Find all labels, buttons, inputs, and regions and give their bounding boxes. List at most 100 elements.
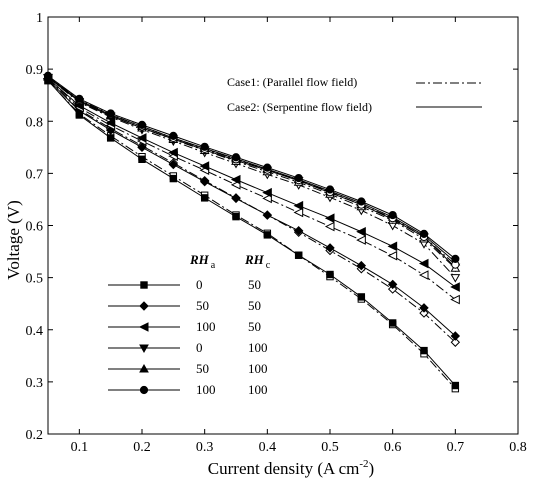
rh-legend-marker xyxy=(139,385,149,395)
rh-legend-a-value: 50 xyxy=(196,298,209,313)
parallel-line-rh-a-0-rh-c-100 xyxy=(47,77,456,278)
case-legend: Case1: (Parallel flow field) Case2: (Ser… xyxy=(227,75,482,114)
serpentine-line-rh-a-100-rh-c-50 xyxy=(47,78,456,288)
serpentine-point-rh-a-50-rh-c-50 xyxy=(293,226,304,236)
rh-legend-c-value: 50 xyxy=(248,319,261,334)
parallel-point-rh-a-100-rh-c-50 xyxy=(387,250,398,261)
serpentine-point-rh-a-100-rh-c-100 xyxy=(357,197,366,206)
rh-a-subscript: a xyxy=(211,260,216,271)
rh-legend-marker xyxy=(140,281,148,289)
serpentine-point-rh-a-100-rh-c-50 xyxy=(356,226,366,237)
x-tick-label: 0.5 xyxy=(321,440,339,455)
series-markers xyxy=(42,71,461,393)
rh-legend-a-value: 0 xyxy=(196,277,203,292)
rh-a-header: RH xyxy=(189,252,210,267)
rh-legend-c-value: 50 xyxy=(248,277,261,292)
serpentine-point-rh-a-100-rh-c-50 xyxy=(199,161,210,171)
parallel-point-rh-a-0-rh-c-100 xyxy=(450,274,461,283)
serpentine-point-rh-a-50-rh-c-50 xyxy=(231,193,241,204)
x-tick-label: 0.8 xyxy=(509,440,527,455)
rh-legend-a-value: 50 xyxy=(196,361,209,376)
serpentine-point-rh-a-100-rh-c-100 xyxy=(106,109,115,118)
serpentine-point-rh-a-100-rh-c-100 xyxy=(388,210,397,220)
serpentine-point-rh-a-100-rh-c-100 xyxy=(75,94,84,103)
serpentine-point-rh-a-100-rh-c-50 xyxy=(293,200,304,211)
serpentine-point-rh-a-50-rh-c-50 xyxy=(419,303,429,313)
x-tick-label: 0.2 xyxy=(133,440,151,455)
x-axis-label-end: ) xyxy=(369,459,375,478)
x-tick-label: 0.6 xyxy=(384,440,402,455)
rh-legend-c-value: 100 xyxy=(248,340,268,355)
serpentine-point-rh-a-100-rh-c-100 xyxy=(200,142,209,151)
rh-legend-c-value: 50 xyxy=(248,298,261,313)
parallel-point-rh-a-100-rh-c-50 xyxy=(450,294,460,305)
parallel-point-rh-a-100-rh-c-50 xyxy=(293,207,304,218)
x-tick-label: 0.3 xyxy=(196,440,214,455)
rh-legend-marker xyxy=(139,344,149,354)
serpentine-point-rh-a-50-rh-c-50 xyxy=(387,279,398,290)
svg-text:Current density (A cm-2): Current density (A cm-2) xyxy=(208,458,374,478)
serpentine-line-rh-a-50-rh-c-50 xyxy=(47,79,456,337)
y-tick-label: 1 xyxy=(36,11,43,26)
serpentine-point-rh-a-100-rh-c-50 xyxy=(418,258,429,269)
y-tick-label: 0.9 xyxy=(26,63,44,78)
serpentine-point-rh-a-0-rh-c-50 xyxy=(357,293,366,301)
rh-legend-marker xyxy=(139,301,149,311)
rh-legend-c-value: 100 xyxy=(248,382,268,397)
serpentine-point-rh-a-0-rh-c-50 xyxy=(388,319,397,327)
serpentine-point-rh-a-0-rh-c-50 xyxy=(294,251,303,259)
serpentine-point-rh-a-100-rh-c-50 xyxy=(324,213,335,224)
rh-legend-marker xyxy=(138,322,149,332)
x-tick-label: 0.7 xyxy=(447,440,465,455)
rh-legend-c-value: 100 xyxy=(248,361,268,376)
serpentine-point-rh-a-0-rh-c-50 xyxy=(263,231,272,239)
rh-legend: 0 50 50 50 100 50 0 100 50 100 100 100 xyxy=(108,277,268,397)
y-tick-label: 0.6 xyxy=(26,220,44,235)
serpentine-point-rh-a-0-rh-c-50 xyxy=(169,174,178,183)
serpentine-point-rh-a-0-rh-c-50 xyxy=(138,155,146,164)
x-axis-label-superscript: -2 xyxy=(359,458,368,470)
serpentine-point-rh-a-50-rh-c-50 xyxy=(199,177,210,187)
serpentine-point-rh-a-100-rh-c-100 xyxy=(419,229,429,238)
serpentine-point-rh-a-0-rh-c-50 xyxy=(106,134,115,142)
rh-c-subscript: c xyxy=(266,260,271,271)
rh-c-header: RH xyxy=(244,252,265,267)
parallel-point-rh-a-100-rh-c-50 xyxy=(356,235,366,245)
serpentine-point-rh-a-100-rh-c-100 xyxy=(137,120,147,129)
svg-text:RHa: RH a xyxy=(189,252,216,271)
parallel-line-rh-a-100-rh-c-100 xyxy=(47,75,456,265)
serpentine-point-rh-a-100-rh-c-100 xyxy=(231,153,241,162)
parallel-point-rh-a-50-rh-c-50 xyxy=(419,308,429,318)
y-axis-ticks: 0.2 0.3 0.4 0.5 0.6 0.7 0.8 0.9 1 xyxy=(26,11,518,443)
serpentine-point-rh-a-100-rh-c-50 xyxy=(262,187,272,198)
serpentine-line-rh-a-0-rh-c-100 xyxy=(47,77,456,268)
rh-legend-marker xyxy=(139,363,149,373)
rh-legend-a-value: 100 xyxy=(196,382,216,397)
serpentine-point-rh-a-100-rh-c-100 xyxy=(169,131,178,140)
serpentine-point-rh-a-50-rh-c-50 xyxy=(262,210,273,220)
series-lines xyxy=(47,75,456,389)
x-tick-label: 0.1 xyxy=(71,440,89,455)
rh-legend-a-value: 100 xyxy=(196,319,216,334)
plot-frame xyxy=(47,16,519,435)
serpentine-point-rh-a-0-rh-c-50 xyxy=(200,194,209,202)
serpentine-point-rh-a-100-rh-c-50 xyxy=(387,241,398,252)
parallel-line-rh-a-0-rh-c-50 xyxy=(47,80,456,389)
rh-legend-a-value: 0 xyxy=(196,340,203,355)
y-tick-label: 0.3 xyxy=(26,376,44,391)
svg-text:RHc: RH c xyxy=(244,252,271,271)
serpentine-point-rh-a-50-rh-c-50 xyxy=(168,159,179,170)
serpentine-point-rh-a-50-rh-c-50 xyxy=(137,142,147,153)
serpentine-point-rh-a-100-rh-c-50 xyxy=(230,174,241,185)
parallel-point-rh-a-100-rh-c-50 xyxy=(324,221,335,232)
x-axis-ticks: 0.1 0.2 0.3 0.4 0.5 0.6 0.7 0.8 xyxy=(71,17,527,455)
x-axis-title: Current density (A cm-2) xyxy=(208,458,374,478)
y-tick-label: 0.7 xyxy=(26,167,44,182)
serpentine-point-rh-a-0-rh-c-50 xyxy=(326,270,334,279)
serpentine-point-rh-a-50-rh-c-50 xyxy=(356,260,367,271)
parallel-line-rh-a-100-rh-c-50 xyxy=(47,78,456,300)
serpentine-point-rh-a-0-rh-c-50 xyxy=(451,381,460,390)
parallel-point-rh-a-100-rh-c-50 xyxy=(262,193,272,204)
serpentine-point-rh-a-0-rh-c-50 xyxy=(420,346,428,355)
